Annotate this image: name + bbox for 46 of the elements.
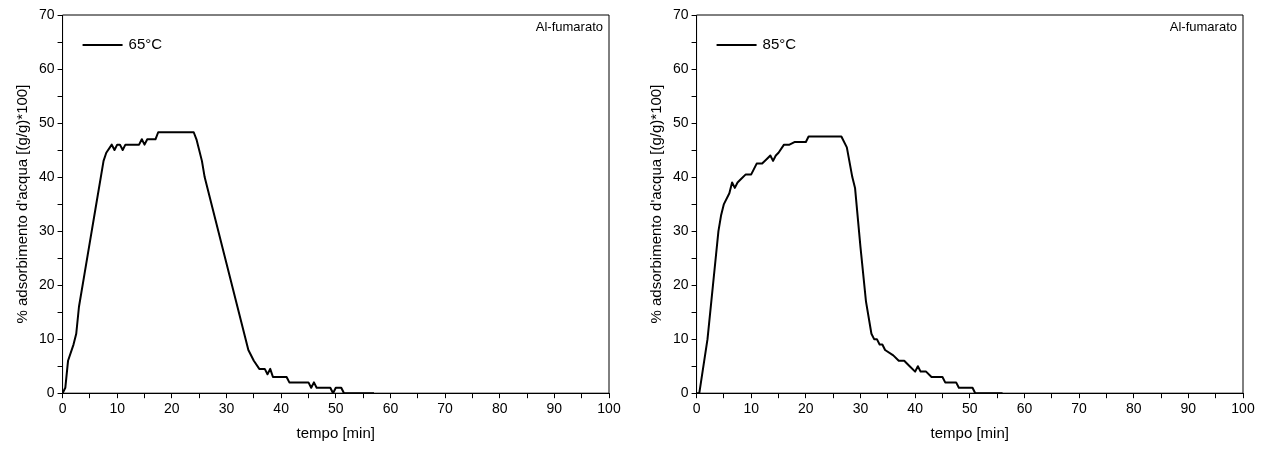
legend-label: 85°C — [762, 35, 797, 53]
y-tick-label: 20 — [38, 276, 55, 292]
annotation: Al-fumarato — [1169, 19, 1237, 35]
x-tick-label: 30 — [218, 400, 235, 417]
x-tick-label: 90 — [1180, 400, 1197, 417]
x-tick-label: 20 — [164, 400, 180, 417]
y-tick-label: 30 — [672, 221, 689, 238]
y-tick-label: 50 — [672, 113, 689, 130]
y-tick-label: 30 — [38, 221, 55, 238]
y-tick-label: 20 — [672, 276, 689, 292]
y-tick-label: 0 — [680, 384, 689, 401]
x-tick-label: 10 — [109, 400, 126, 417]
legend-label: 65°C — [128, 35, 163, 53]
x-tick-label: 50 — [962, 400, 978, 417]
x-tick-label: 10 — [743, 400, 760, 417]
y-tick-label: 70 — [38, 5, 55, 22]
x-tick-label: 90 — [546, 400, 563, 417]
x-tick-label: 100 — [597, 400, 621, 417]
x-tick-label: 60 — [1016, 400, 1033, 417]
x-tick-label: 50 — [328, 400, 344, 417]
x-tick-label: 0 — [58, 400, 67, 417]
x-tick-label: 100 — [1231, 400, 1255, 417]
y-tick-label: 60 — [672, 59, 689, 76]
y-axis-title: % adsorbimento d'acqua [(g/g)*100] — [13, 84, 31, 324]
y-tick-label: 70 — [672, 5, 689, 22]
y-tick-label: 0 — [46, 384, 55, 401]
x-tick-label: 70 — [437, 400, 454, 417]
x-axis-title: tempo [min] — [930, 424, 1009, 442]
x-tick-label: 80 — [491, 400, 508, 417]
y-tick-label: 60 — [38, 59, 55, 76]
y-tick-label: 40 — [672, 167, 689, 184]
y-tick-label: 10 — [672, 330, 689, 347]
x-tick-label: 20 — [798, 400, 814, 417]
x-tick-label: 60 — [382, 400, 399, 417]
y-tick-label: 10 — [38, 330, 55, 347]
x-tick-label: 40 — [907, 400, 924, 417]
x-tick-label: 40 — [273, 400, 290, 417]
x-tick-label: 0 — [692, 400, 701, 417]
y-tick-label: 40 — [38, 167, 55, 184]
x-tick-label: 80 — [1125, 400, 1142, 417]
x-tick-label: 70 — [1071, 400, 1088, 417]
annotation: Al-fumarato — [535, 19, 603, 35]
x-tick-label: 30 — [852, 400, 869, 417]
x-axis-title: tempo [min] — [296, 424, 375, 442]
y-axis-title: % adsorbimento d'acqua [(g/g)*100] — [647, 84, 665, 324]
y-tick-label: 50 — [38, 113, 55, 130]
